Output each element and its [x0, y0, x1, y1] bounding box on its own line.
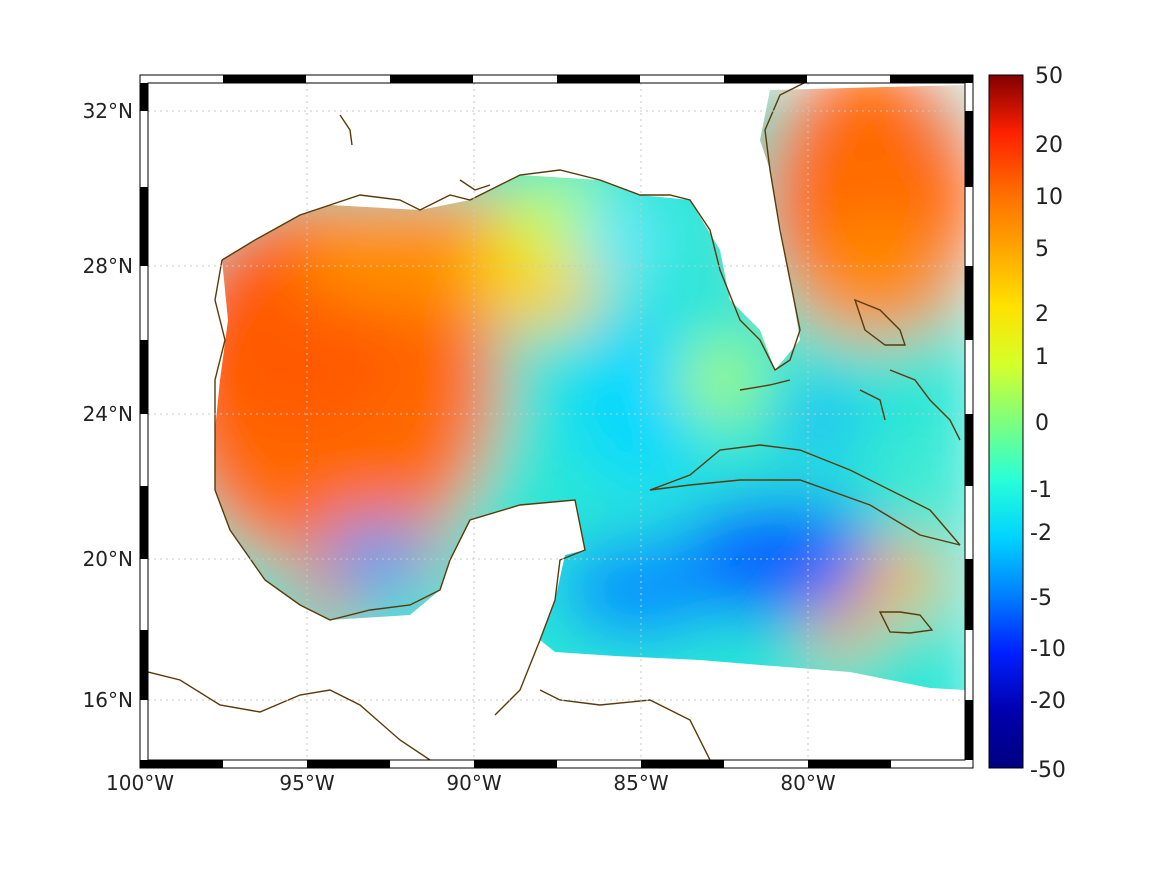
lon-tick-label: 100°W — [106, 771, 174, 795]
lat-tick-labels: 32°N 28°N 24°N 20°N 16°N — [83, 99, 133, 712]
colorbar-label: 10 — [1035, 185, 1063, 210]
colorbar-label: 1 — [1035, 345, 1049, 370]
lon-tick-labels: 100°W 95°W 90°W 85°W 80°W — [106, 771, 836, 795]
colorbar-label: 5 — [1035, 237, 1049, 262]
colorbar-label: 2 — [1035, 302, 1049, 327]
lon-tick-label: 90°W — [446, 771, 501, 795]
colorbar-label: -20 — [1030, 689, 1066, 714]
grid-lines — [148, 83, 965, 760]
colorbar-label: 0 — [1035, 411, 1049, 436]
lat-tick-label: 16°N — [83, 688, 133, 712]
lat-tick-label: 28°N — [83, 254, 133, 278]
colorbar-label: -10 — [1030, 637, 1066, 662]
lat-tick-label: 32°N — [83, 99, 133, 123]
colorbar-label: -50 — [1030, 758, 1066, 783]
colorbar-labels: 50 20 10 5 2 1 0 -1 -2 -5 -10 -20 -50 — [1030, 64, 1066, 783]
colorbar-label: -2 — [1030, 521, 1052, 546]
lat-tick-label: 20°N — [83, 547, 133, 571]
colorbar-label: -1 — [1030, 478, 1052, 503]
colorbar-gradient — [989, 75, 1023, 768]
coastlines — [148, 83, 961, 760]
lon-tick-label: 80°W — [780, 771, 835, 795]
colorbar-label: 20 — [1035, 133, 1063, 158]
lon-tick-label: 95°W — [279, 771, 334, 795]
colorbar-frame — [988, 74, 1024, 769]
colorbar-segments — [989, 75, 1023, 768]
colorbar: 50 20 10 5 2 1 0 -1 -2 -5 -10 -20 -50 — [988, 64, 1066, 783]
lon-tick-label: 85°W — [613, 771, 668, 795]
colorbar-label: 50 — [1035, 64, 1063, 89]
colorbar-label: -5 — [1030, 586, 1052, 611]
lat-tick-label: 24°N — [83, 402, 133, 426]
map-border — [139, 74, 974, 769]
